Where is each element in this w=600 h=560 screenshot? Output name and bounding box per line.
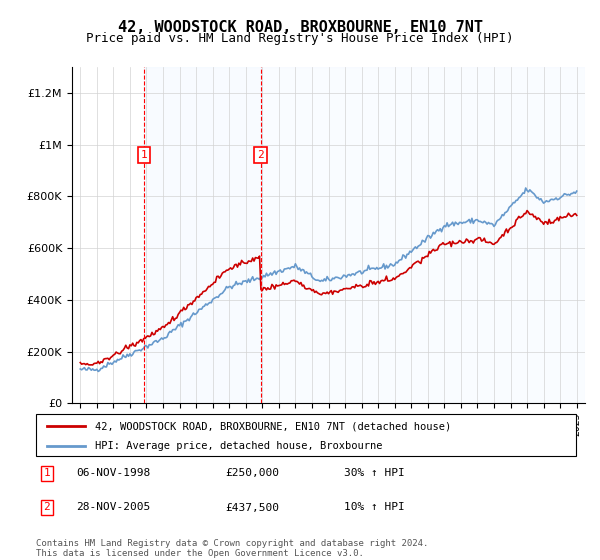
Text: 1: 1 <box>43 468 50 478</box>
Text: 06-NOV-1998: 06-NOV-1998 <box>77 468 151 478</box>
Text: 2: 2 <box>257 150 264 160</box>
Bar <box>260 67 585 403</box>
Text: 42, WOODSTOCK ROAD, BROXBOURNE, EN10 7NT (detached house): 42, WOODSTOCK ROAD, BROXBOURNE, EN10 7NT… <box>95 421 452 431</box>
Text: HPI: Average price, detached house, Broxbourne: HPI: Average price, detached house, Brox… <box>95 441 383 451</box>
Text: 10% ↑ HPI: 10% ↑ HPI <box>344 502 404 512</box>
Text: 28-NOV-2005: 28-NOV-2005 <box>77 502 151 512</box>
Bar <box>144 67 260 403</box>
Text: Price paid vs. HM Land Registry's House Price Index (HPI): Price paid vs. HM Land Registry's House … <box>86 32 514 45</box>
Text: 1: 1 <box>140 150 148 160</box>
Text: £437,500: £437,500 <box>225 502 279 512</box>
Text: Contains HM Land Registry data © Crown copyright and database right 2024.
This d: Contains HM Land Registry data © Crown c… <box>36 539 428 558</box>
Text: 2: 2 <box>43 502 50 512</box>
Text: 42, WOODSTOCK ROAD, BROXBOURNE, EN10 7NT: 42, WOODSTOCK ROAD, BROXBOURNE, EN10 7NT <box>118 20 482 35</box>
Text: £250,000: £250,000 <box>225 468 279 478</box>
FancyBboxPatch shape <box>36 414 576 456</box>
Text: 30% ↑ HPI: 30% ↑ HPI <box>344 468 404 478</box>
